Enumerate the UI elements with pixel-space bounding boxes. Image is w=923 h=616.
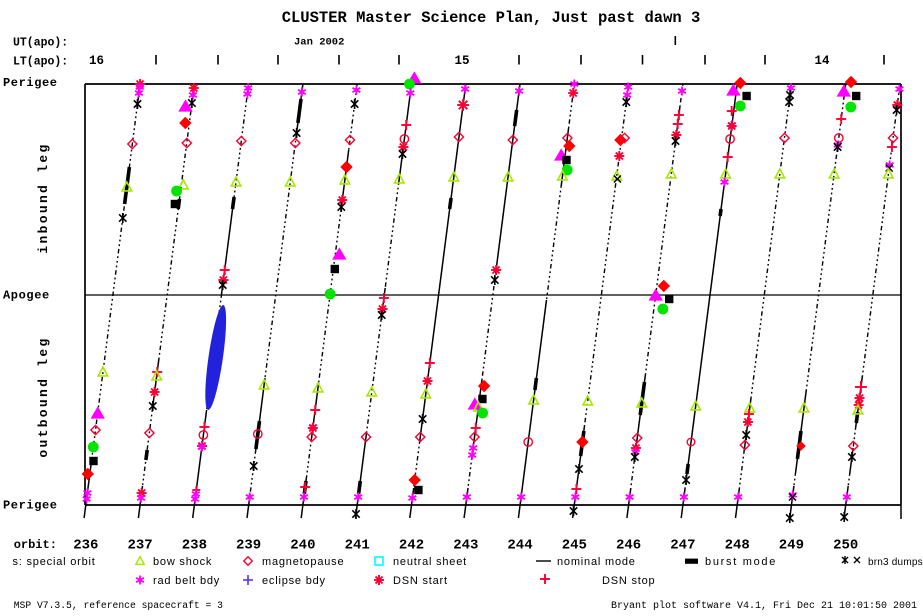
svg-text:242: 242: [399, 538, 424, 554]
svg-text:243: 243: [453, 538, 478, 554]
svg-text:eclipse bdy: eclipse bdy: [262, 575, 326, 587]
svg-text:DSN start: DSN start: [393, 575, 448, 587]
svg-text:rad belt bdy: rad belt bdy: [153, 575, 220, 587]
svg-text:CLUSTER Master Science Plan, J: CLUSTER Master Science Plan, Just past d…: [282, 9, 701, 27]
svg-text:bow shock: bow shock: [153, 556, 212, 568]
svg-text:burst mode: burst mode: [705, 556, 777, 568]
svg-text:Perigee: Perigee: [3, 499, 58, 513]
svg-text:neutral sheet: neutral sheet: [393, 556, 467, 568]
svg-text:Perigee: Perigee: [3, 76, 58, 90]
svg-text:237: 237: [127, 538, 152, 554]
svg-text:Bryant plot software V4.1, Fri: Bryant plot software V4.1, Fri Dec 21 10…: [611, 600, 917, 612]
svg-text:238: 238: [182, 538, 207, 554]
svg-text:240: 240: [290, 538, 315, 554]
svg-text:brn3 dumps: brn3 dumps: [868, 557, 923, 568]
svg-text:250: 250: [833, 538, 858, 554]
svg-text:239: 239: [236, 538, 261, 554]
svg-text:245: 245: [562, 538, 587, 554]
svg-text:241: 241: [345, 538, 370, 554]
svg-text:s: special orbit: s: special orbit: [13, 556, 96, 568]
svg-text:249: 249: [779, 538, 804, 554]
svg-text:244: 244: [507, 538, 532, 554]
svg-text:236: 236: [73, 538, 98, 554]
svg-text:14: 14: [814, 54, 830, 68]
svg-text:MSP V7.3.5, reference spacecra: MSP V7.3.5, reference spacecraft = 3: [14, 600, 223, 611]
svg-text:Apogee: Apogee: [3, 289, 50, 303]
svg-text:orbit:: orbit:: [14, 538, 57, 552]
svg-text:15: 15: [454, 54, 469, 68]
svg-text:outbound leg: outbound leg: [36, 336, 51, 457]
svg-text:magnetopause: magnetopause: [262, 556, 344, 568]
svg-text:247: 247: [670, 538, 695, 554]
svg-text:DSN stop: DSN stop: [602, 575, 655, 587]
svg-text:16: 16: [89, 54, 104, 68]
svg-text:nominal mode: nominal mode: [557, 556, 636, 568]
svg-text:Jan 2002: Jan 2002: [294, 37, 344, 49]
svg-text:LT(apo):: LT(apo):: [13, 56, 68, 69]
svg-text:248: 248: [725, 538, 750, 554]
svg-text:246: 246: [616, 538, 641, 554]
svg-text:inbound leg: inbound leg: [36, 142, 51, 253]
svg-text:UT(apo):: UT(apo):: [13, 37, 68, 50]
